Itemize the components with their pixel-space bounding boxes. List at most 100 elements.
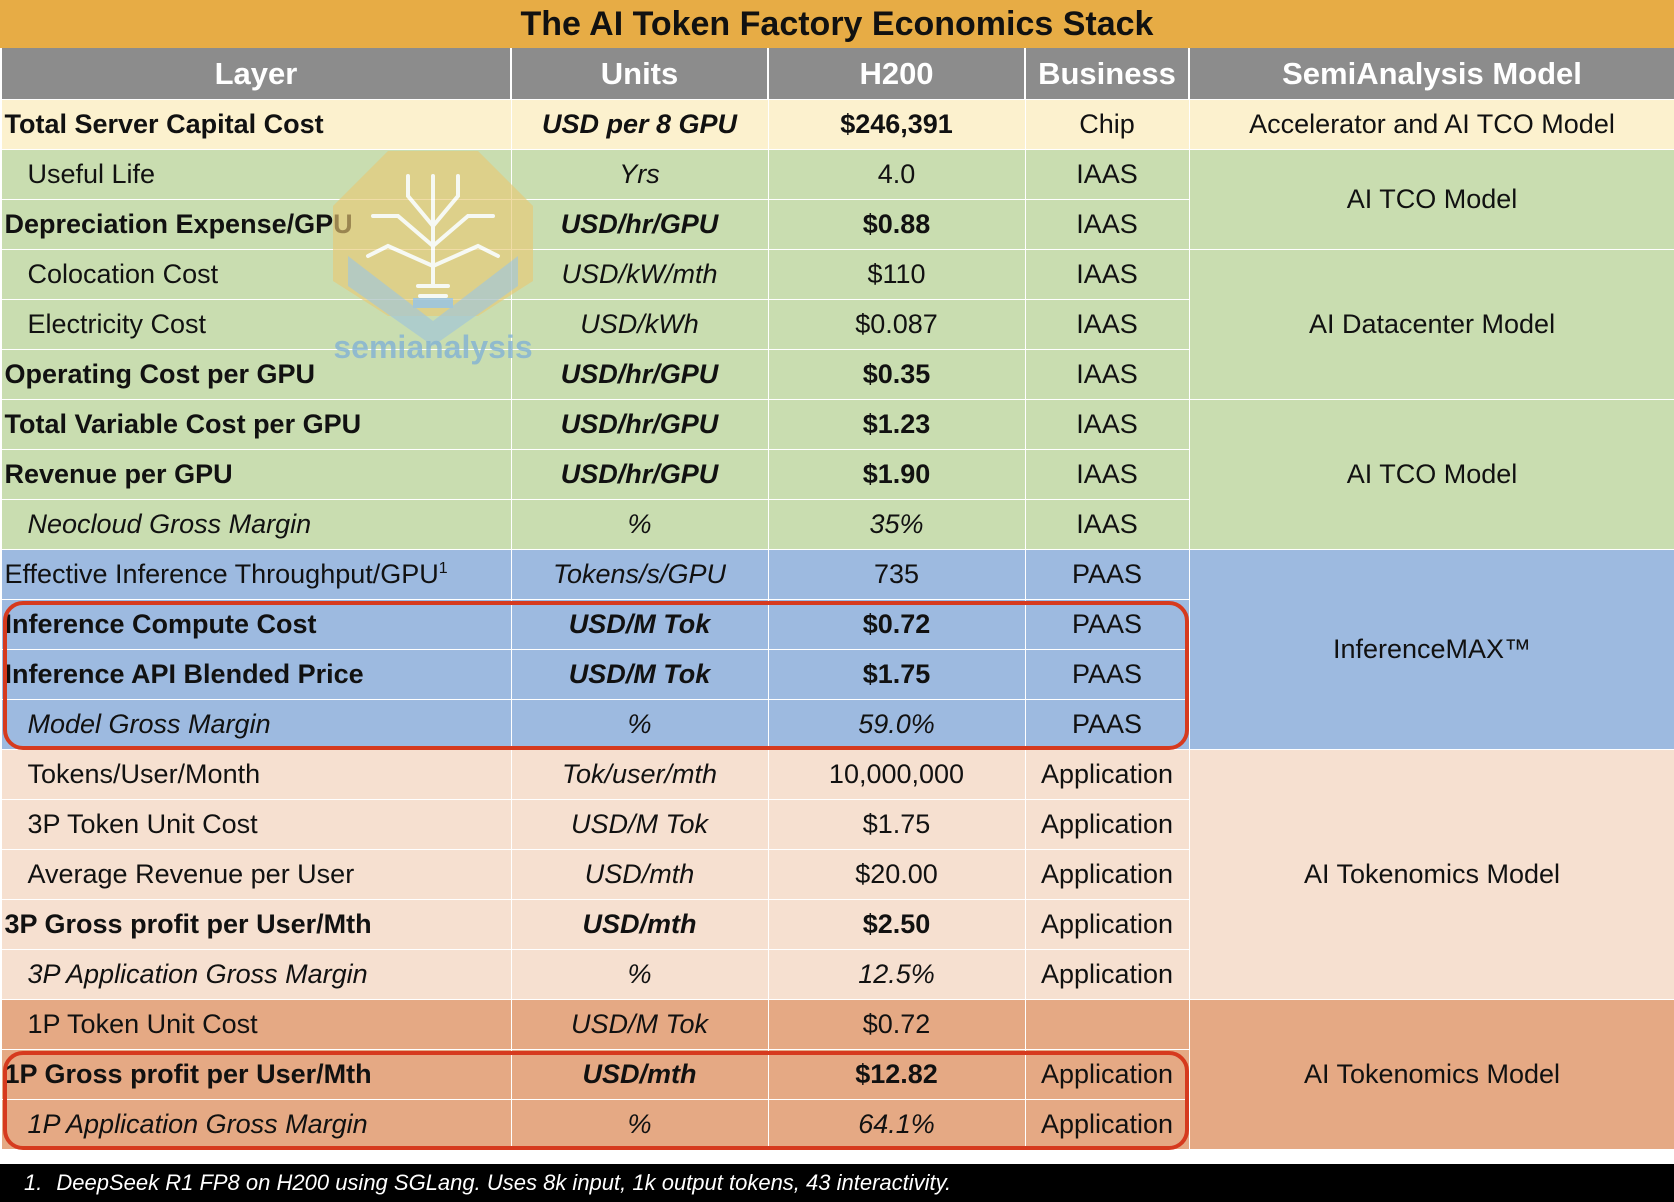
footnote: 1. DeepSeek R1 FP8 on H200 using SGLang.…	[0, 1164, 1674, 1202]
header-layer: Layer	[0, 48, 512, 100]
layer-label: Revenue per GPU	[4, 459, 233, 489]
units-cell: USD/kWh	[510, 299, 769, 350]
layer-cell: Total Variable Cost per GPU	[0, 399, 512, 450]
semianalysis-model-cell: AI TCO Model	[1188, 149, 1674, 250]
header-business: Business	[1024, 48, 1190, 100]
layer-label: 3P Token Unit Cost	[27, 809, 258, 839]
footnote-marker: 1	[438, 560, 448, 577]
h200-value-cell: $0.087	[767, 299, 1026, 350]
h200-value-cell: $0.72	[767, 599, 1026, 650]
header-units: Units	[510, 48, 769, 100]
business-cell	[1024, 999, 1190, 1050]
units-cell: Tokens/s/GPU	[510, 549, 769, 600]
h200-value-cell: $2.50	[767, 899, 1026, 950]
layer-label: Total Variable Cost per GPU	[4, 409, 362, 439]
table-row: Inference Compute Cost USD/M Tok $0.72 PAAS	[0, 599, 1674, 650]
layer-label: Effective Inference Throughput/GPU	[4, 559, 439, 589]
h200-value-cell: $20.00	[767, 849, 1026, 900]
semianalysis-model-cell: AI TCO Model	[1188, 399, 1674, 550]
layer-label: Electricity Cost	[27, 309, 207, 339]
h200-value-cell: $1.75	[767, 799, 1026, 850]
layer-cell: Revenue per GPU	[0, 449, 512, 500]
layer-label: Inference API Blended Price	[4, 659, 364, 689]
layer-cell: Effective Inference Throughput/GPU1	[0, 549, 512, 600]
business-cell: Application	[1024, 799, 1190, 850]
units-cell: USD/kW/mth	[510, 249, 769, 300]
units-cell: USD/M Tok	[510, 649, 769, 700]
layer-label: Depreciation Expense/GPU	[4, 209, 353, 239]
table-row: Total Server Capital Cost USD per 8 GPU $2…	[0, 99, 1674, 150]
semianalysis-model-cell: Accelerator and AI TCO Model	[1188, 99, 1674, 150]
units-cell: USD/M Tok	[510, 999, 769, 1050]
table-row: 3P Gross profit per User/Mth USD/mth $2.50…	[0, 899, 1674, 950]
layer-label: 1P Application Gross Margin	[27, 1109, 368, 1139]
layer-cell: Neocloud Gross Margin	[0, 499, 512, 550]
layer-cell: Tokens/User/Month	[0, 749, 512, 800]
layer-cell: 3P Gross profit per User/Mth	[0, 899, 512, 950]
units-cell: Tok/user/mth	[510, 749, 769, 800]
layer-cell: Useful Life	[0, 149, 512, 200]
table-row: 1P Token Unit Cost USD/M Tok $0.72 AI Token…	[0, 999, 1674, 1150]
business-cell: Application	[1024, 1099, 1190, 1150]
semianalysis-model-cell: AI Datacenter Model	[1188, 249, 1674, 400]
layer-cell: Colocation Cost	[0, 249, 512, 300]
units-cell: %	[510, 949, 769, 1000]
table-row: Inference API Blended Price USD/M Tok $1.7…	[0, 649, 1674, 700]
h200-value-cell: 735	[767, 549, 1026, 600]
h200-value-cell: $0.72	[767, 999, 1026, 1050]
business-cell: PAAS	[1024, 599, 1190, 650]
table-row: Electricity Cost USD/kWh $0.087 IAAS	[0, 299, 1674, 350]
layer-label: Model Gross Margin	[27, 709, 271, 739]
business-cell: Application	[1024, 849, 1190, 900]
layer-label: Inference Compute Cost	[4, 609, 317, 639]
business-cell: PAAS	[1024, 649, 1190, 700]
layer-label: Operating Cost per GPU	[4, 359, 316, 389]
units-cell: %	[510, 1099, 769, 1150]
table-body: Total Server Capital Cost USD per 8 GPU $2…	[0, 99, 1674, 1150]
h200-value-cell: 10,000,000	[767, 749, 1026, 800]
business-cell: Application	[1024, 949, 1190, 1000]
table-row: Average Revenue per User USD/mth $20.00 App…	[0, 849, 1674, 900]
business-cell: IAAS	[1024, 399, 1190, 450]
units-cell: Yrs	[510, 149, 769, 200]
layer-cell: Operating Cost per GPU	[0, 349, 512, 400]
header-model: SemiAnalysis Model	[1188, 48, 1674, 100]
business-cell: Application	[1024, 1049, 1190, 1100]
footnote-number: 1.	[24, 1170, 43, 1195]
table-row: Effective Inference Throughput/GPU1 Token…	[0, 549, 1674, 750]
economics-table: Layer Units H200 Business SemiAnalysis M…	[0, 48, 1674, 1150]
table-row: 1P Gross profit per User/Mth USD/mth $12.8…	[0, 1049, 1674, 1100]
layer-label: Neocloud Gross Margin	[27, 509, 312, 539]
business-cell: IAAS	[1024, 199, 1190, 250]
units-cell: USD/mth	[510, 899, 769, 950]
semianalysis-model-cell: AI Tokenomics Model	[1188, 749, 1674, 1000]
table-row: Depreciation Expense/GPU USD/hr/GPU $0.88 I…	[0, 199, 1674, 250]
h200-value-cell: $1.23	[767, 399, 1026, 450]
business-cell: Application	[1024, 749, 1190, 800]
layer-label: 1P Gross profit per User/Mth	[4, 1059, 372, 1089]
h200-value-cell: $0.88	[767, 199, 1026, 250]
layer-cell: 3P Application Gross Margin	[0, 949, 512, 1000]
business-cell: IAAS	[1024, 449, 1190, 500]
units-cell: %	[510, 699, 769, 750]
layer-label: Tokens/User/Month	[27, 759, 261, 789]
units-cell: USD/hr/GPU	[510, 449, 769, 500]
layer-cell: Average Revenue per User	[0, 849, 512, 900]
footnote-text: DeepSeek R1 FP8 on H200 using SGLang. Us…	[56, 1170, 952, 1195]
h200-value-cell: $0.35	[767, 349, 1026, 400]
units-cell: USD/hr/GPU	[510, 349, 769, 400]
header-row: Layer Units H200 Business SemiAnalysis M…	[0, 48, 1674, 100]
table-row: Model Gross Margin% 59.0% PAAS	[0, 699, 1674, 750]
h200-value-cell: 12.5%	[767, 949, 1026, 1000]
table-row: Useful Life Yrs 4.0 IAAS AI TCO Model	[0, 149, 1674, 250]
business-cell: IAAS	[1024, 249, 1190, 300]
units-cell: USD/M Tok	[510, 799, 769, 850]
h200-value-cell: 64.1%	[767, 1099, 1026, 1150]
layer-label: Total Server Capital Cost	[4, 109, 324, 139]
units-cell: USD/mth	[510, 849, 769, 900]
layer-label: 3P Gross profit per User/Mth	[4, 909, 372, 939]
table-row: 1P Application Gross Margin% 64.1% Applica…	[0, 1099, 1674, 1150]
units-cell: USD/mth	[510, 1049, 769, 1100]
semianalysis-model-cell: AI Tokenomics Model	[1188, 999, 1674, 1150]
